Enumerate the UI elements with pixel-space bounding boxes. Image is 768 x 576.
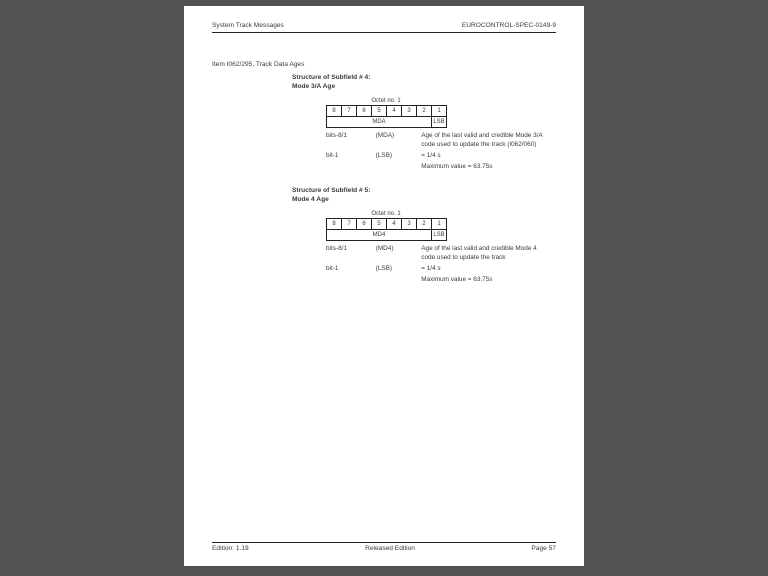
- footer-right: Page 57: [531, 545, 556, 552]
- desc-cell: bits-8/1: [326, 131, 376, 151]
- subfield-4-title: Structure of Subfield # 4:: [292, 74, 556, 81]
- bit-cell: 3: [402, 219, 417, 230]
- bit-cell: 1: [432, 219, 447, 230]
- subfield-4-lsb-label: LSB: [432, 117, 447, 128]
- bit-cell: 5: [372, 106, 387, 117]
- document-page: System Track Messages EUROCONTROL-SPEC-0…: [184, 6, 584, 566]
- desc-cell: (MDA): [376, 131, 422, 151]
- subfield-5: Structure of Subfield # 5: Mode 4 Age Oc…: [292, 187, 556, 286]
- bit-cell: 7: [342, 106, 357, 117]
- desc-cell: bit-1: [326, 264, 376, 275]
- desc-cell: = 1/4 s: [421, 151, 556, 162]
- subfield-5-bits-table: 8 7 6 5 4 3 2 1 MD4 LSB: [326, 218, 447, 241]
- bit-cell: 5: [372, 219, 387, 230]
- subfield-5-desc: bits-8/1(MD4)Age of the last valid and c…: [326, 244, 556, 286]
- desc-cell: bit-1: [326, 151, 376, 162]
- bit-cell: 2: [417, 219, 432, 230]
- octet-caption: Octet no. 1: [326, 98, 446, 104]
- bit-cell: 6: [357, 106, 372, 117]
- subfield-5-name: Mode 4 Age: [292, 196, 556, 203]
- subfield-4-main-label: MDA: [327, 117, 432, 128]
- octet-caption: Octet no. 1: [326, 211, 446, 217]
- footer-center: Released Edition: [365, 545, 415, 552]
- desc-cell: bits-8/1: [326, 244, 376, 264]
- desc-cell: Age of the last valid and credible Mode …: [421, 131, 556, 151]
- subfield-4-bits-table: 8 7 6 5 4 3 2 1 MDA LSB: [326, 105, 447, 128]
- subfield-4-name: Mode 3/A Age: [292, 83, 556, 90]
- bit-cell: 4: [387, 219, 402, 230]
- bit-cell: 8: [327, 106, 342, 117]
- header-right: EUROCONTROL-SPEC-0149-9: [462, 22, 556, 29]
- desc-cell: (LSB): [376, 264, 422, 275]
- bit-cell: 4: [387, 106, 402, 117]
- header-left: System Track Messages: [212, 22, 284, 29]
- subfield-4-desc: bits-8/1(MDA)Age of the last valid and c…: [326, 131, 556, 173]
- page-footer: Edition: 1.19 Released Edition Page 57: [212, 542, 556, 552]
- desc-cell: [376, 162, 422, 173]
- bit-cell: 8: [327, 219, 342, 230]
- desc-cell: Maximum value = 63.75s: [421, 275, 556, 286]
- subfield-5-lsb-label: LSB: [432, 230, 447, 241]
- desc-cell: Age of the last valid and credible Mode …: [421, 244, 556, 264]
- bit-cell: 3: [402, 106, 417, 117]
- desc-cell: = 1/4 s: [421, 264, 556, 275]
- subfield-4: Structure of Subfield # 4: Mode 3/A Age …: [292, 74, 556, 173]
- bit-cell: 7: [342, 219, 357, 230]
- desc-cell: Maximum value = 63.75s: [421, 162, 556, 173]
- desc-cell: [326, 162, 376, 173]
- bit-cell: 1: [432, 106, 447, 117]
- item-title: Item I062/295, Track Data Ages: [212, 61, 556, 68]
- desc-cell: (MD4): [376, 244, 422, 264]
- subfield-5-octet: Octet no. 1 8 7 6 5 4 3 2 1 MD4 LSB: [326, 211, 556, 286]
- desc-cell: [326, 275, 376, 286]
- subfield-5-title: Structure of Subfield # 5:: [292, 187, 556, 194]
- subfield-4-octet: Octet no. 1 8 7 6 5 4 3 2 1 MDA LSB: [326, 98, 556, 173]
- desc-cell: (LSB): [376, 151, 422, 162]
- subfield-5-main-label: MD4: [327, 230, 432, 241]
- footer-left: Edition: 1.19: [212, 545, 249, 552]
- bit-cell: 6: [357, 219, 372, 230]
- page-header: System Track Messages EUROCONTROL-SPEC-0…: [212, 22, 556, 33]
- desc-cell: [376, 275, 422, 286]
- bit-cell: 2: [417, 106, 432, 117]
